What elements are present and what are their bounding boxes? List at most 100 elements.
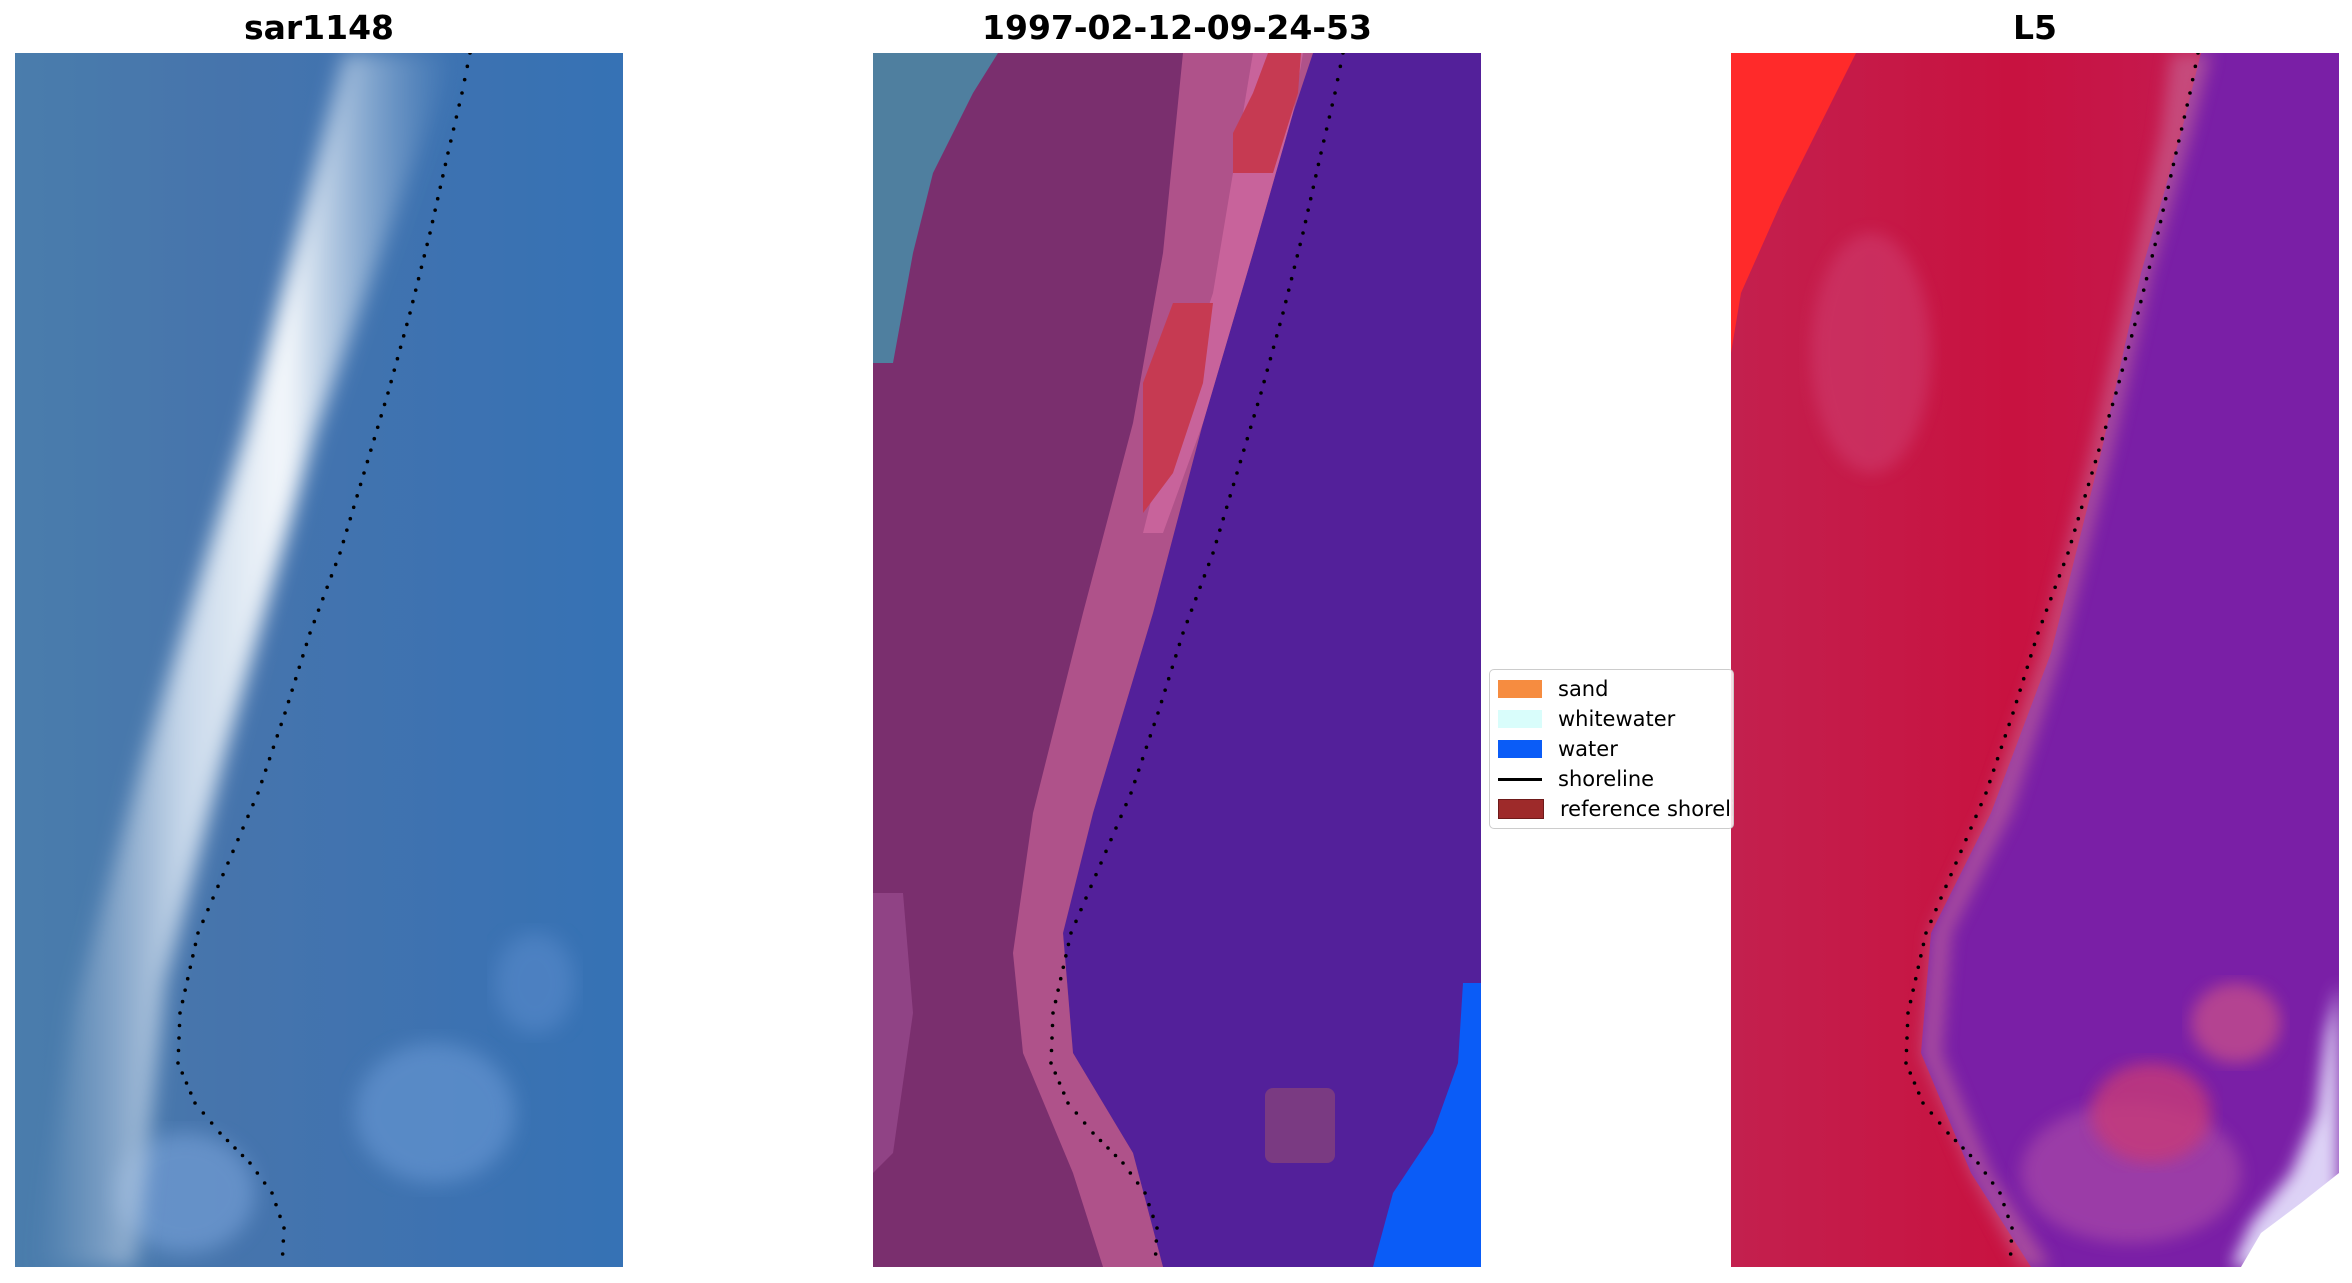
shoreline-dot (1174, 654, 1178, 658)
shoreline-dot (1218, 528, 1222, 532)
shoreline-dot (290, 688, 294, 692)
shoreline-dot (1058, 976, 1063, 981)
shoreline-dot (1154, 1239, 1159, 1243)
shoreline-dot (1181, 631, 1185, 635)
shoreline-dot (2190, 77, 2195, 82)
shoreline-dot (1214, 539, 1219, 544)
shoreline-dot (443, 162, 448, 167)
shoreline-dot (2166, 185, 2171, 190)
shoreline-dot (248, 1161, 252, 1165)
shoreline-dot (1908, 999, 1913, 1004)
shoreline-dot (1998, 1191, 2002, 1195)
legend: sand whitewater water shoreline referenc… (1489, 669, 1734, 829)
shoreline-dot (1959, 849, 1963, 854)
shoreline-dot (1231, 482, 1236, 487)
shoreline-dot (2061, 562, 2066, 567)
shoreline-dot (2021, 676, 2026, 681)
shoreline-dot (301, 654, 305, 658)
shoreline-dot (369, 448, 373, 452)
shoreline-dot (1148, 734, 1153, 738)
legend-label-sand: sand (1558, 677, 1609, 701)
shoreline-dot (362, 471, 366, 475)
shoreline-dot (2002, 1202, 2006, 1207)
shoreline-dot (2036, 631, 2040, 635)
shoreline-dot (1327, 115, 1332, 119)
shoreline-dot (2196, 53, 2200, 55)
shoreline-dot (1224, 505, 1229, 510)
shoreline-dot (193, 1101, 197, 1105)
shoreline-dot (428, 231, 432, 235)
shoreline-dot (468, 53, 472, 55)
shoreline-dot (1228, 494, 1232, 498)
shoreline-dot (2144, 276, 2149, 281)
shoreline-dot (2136, 311, 2140, 315)
shoreline-dot (1061, 1091, 1066, 1095)
shoreline-dot (2139, 299, 2143, 304)
shoreline-dot (1929, 919, 1933, 924)
shoreline-dot (1155, 1226, 1159, 1230)
shoreline-dot (233, 1146, 237, 1150)
shoreline-dot (2057, 574, 2062, 578)
shoreline-dot (316, 608, 321, 612)
shoreline-dot (2141, 288, 2146, 292)
shoreline-dot (1949, 872, 1953, 877)
shoreline-dot (1238, 459, 1243, 464)
shoreline-dot (1946, 1131, 1950, 1135)
shoreline-dot (419, 265, 424, 270)
shoreline-dot (1089, 884, 1093, 889)
shoreline-dot (2126, 345, 2131, 350)
shoreline-dot (2185, 103, 2189, 107)
shoreline-dot (1924, 931, 1928, 935)
shoreline-dot (1050, 1023, 1055, 1028)
shoreline-dot (1911, 988, 1915, 992)
shoreline-dot (1969, 826, 1973, 830)
shoreline-dot (438, 185, 443, 190)
shoreline-dot (1976, 1161, 1980, 1165)
shoreline-dot (1242, 448, 1246, 452)
shoreline-dot (1968, 1153, 1973, 1158)
shoreline-dot (386, 391, 390, 395)
shoreline-dot (1211, 551, 1215, 555)
shoreline-dot (460, 91, 464, 95)
shoreline-dot (177, 1036, 181, 1040)
shoreline-dot (191, 954, 195, 958)
legend-label-shoreline: shoreline (1558, 767, 1655, 791)
shoreline-dot (280, 1252, 285, 1256)
shoreline-dot (2133, 322, 2137, 327)
shoreline-dot (2097, 448, 2101, 452)
shoreline-dot (1104, 849, 1108, 854)
shoreline-dot (2114, 391, 2118, 395)
shoreline-dot (2010, 1226, 2014, 1230)
shoreline-dot (1333, 91, 1337, 95)
shoreline-dot (1163, 688, 1167, 692)
shoreline-dot (1255, 402, 1260, 407)
shoreline-dot (1906, 1011, 1910, 1015)
shoreline-dot (286, 699, 291, 704)
shoreline-dot (457, 103, 462, 107)
shoreline-dot (441, 174, 445, 178)
legend-item-reference-shoreline: reference shoreline (1498, 794, 1733, 824)
shoreline-dot (2049, 596, 2053, 601)
shoreline-dot (1271, 345, 1276, 350)
shoreline-dot (358, 482, 363, 487)
shoreline-dot (304, 642, 309, 647)
shoreline-dot (221, 872, 225, 877)
shoreline-dot (1289, 276, 1294, 281)
shoreline-dot (274, 1202, 278, 1207)
shoreline-dot (345, 528, 349, 532)
shoreline-line-swatch (1498, 777, 1542, 781)
shoreline-dot (341, 539, 346, 544)
shoreline-dot (1166, 676, 1171, 681)
satellite-rgb-image (15, 53, 623, 1267)
shoreline-dot (188, 1091, 193, 1095)
shoreline-dot (241, 826, 245, 830)
shoreline-dot (184, 1081, 189, 1085)
shoreline-dot (1984, 791, 1988, 795)
shoreline-dot (392, 368, 397, 372)
shoreline-dot (449, 139, 453, 143)
shoreline-dot (351, 505, 356, 510)
shoreline-dot (1916, 965, 1921, 970)
shoreline-dot (1268, 356, 1273, 361)
shoreline-dot (225, 1138, 230, 1143)
shoreline-dot (1252, 414, 1256, 418)
